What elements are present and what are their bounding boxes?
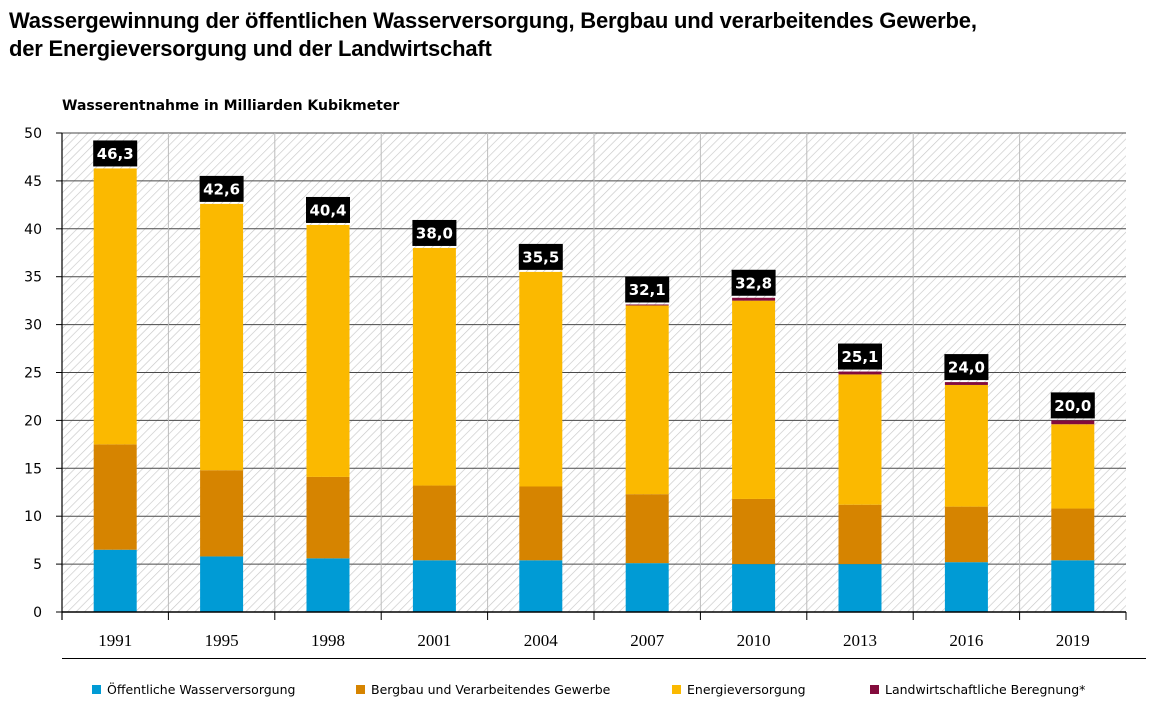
bar-segment-oeffentlich-1998: [306, 558, 350, 612]
total-label-1998: 40,4: [309, 201, 346, 219]
y-tick-label: 30: [24, 318, 42, 334]
legend-swatch-landwirtschaft: [870, 685, 879, 694]
total-label-2007: 32,1: [629, 281, 666, 299]
y-tick-label: 10: [24, 509, 42, 525]
bar-segment-energie-2004: [519, 271, 563, 487]
legend-label-energie: Energieversorgung: [687, 682, 806, 697]
x-tick-label-2013: 2013: [843, 631, 877, 650]
total-label-box-1995: [199, 175, 244, 202]
x-tick-label-1991: 1991: [98, 631, 132, 650]
x-tick-label-2010: 2010: [737, 631, 771, 650]
total-label-2016: 24,0: [948, 359, 985, 377]
bar-segment-oeffentlich-2001: [412, 560, 456, 612]
bar-segment-landwirtschaft-2019: [1051, 420, 1095, 425]
legend-item-oeffentlich: Öffentliche Wasserversorgung: [92, 682, 295, 697]
bar-segment-bergbau-2007: [625, 494, 669, 564]
legend: Öffentliche Wasserversorgung Bergbau und…: [0, 682, 1151, 698]
bar-segment-bergbau-2004: [519, 486, 563, 561]
bar-segment-energie-2019: [1051, 424, 1095, 509]
legend-label-landwirtschaft: Landwirtschaftliche Beregnung*: [885, 682, 1086, 697]
total-label-box-1998: [306, 196, 350, 223]
legend-label-bergbau: Bergbau und Verarbeitendes Gewerbe: [371, 682, 611, 697]
bar-segment-bergbau-1991: [93, 444, 137, 550]
bar-segment-oeffentlich-2007: [625, 563, 669, 612]
bar-segment-energie-1991: [93, 168, 137, 445]
bar-segment-bergbau-2019: [1051, 508, 1095, 561]
y-tick-label: 5: [33, 557, 42, 573]
y-tick-label: 15: [24, 461, 42, 477]
legend-swatch-energie: [672, 685, 681, 694]
legend-item-energie: Energieversorgung: [672, 682, 806, 697]
y-tick-label: 50: [24, 126, 42, 142]
y-tick-label: 35: [24, 270, 42, 286]
bar-segment-landwirtschaft-2013: [838, 371, 882, 375]
legend-swatch-bergbau: [356, 685, 365, 694]
total-label-box-2016: [944, 354, 989, 381]
bar-segment-oeffentlich-2004: [519, 560, 563, 612]
y-axis-label: Wasserentnahme in Milliarden Kubikmeter: [62, 98, 400, 114]
x-tick-label-2007: 2007: [630, 631, 665, 650]
legend-separator: [62, 658, 1146, 659]
bar-segment-energie-2013: [838, 374, 882, 505]
bar-segment-bergbau-2010: [732, 498, 776, 565]
legend-label-oeffentlich: Öffentliche Wasserversorgung: [107, 682, 296, 697]
bar-segment-landwirtschaft-2010: [732, 297, 776, 301]
x-tick-label-1995: 1995: [205, 631, 239, 650]
bar-segment-oeffentlich-1995: [200, 556, 244, 612]
x-tick-label-2001: 2001: [417, 631, 451, 650]
bar-segment-landwirtschaft-2007: [625, 304, 669, 306]
y-tick-label: 25: [24, 366, 42, 382]
total-label-box-1991: [93, 140, 138, 167]
bar-segment-bergbau-2001: [412, 485, 456, 561]
bar-segment-oeffentlich-2010: [732, 564, 776, 612]
bar-segment-bergbau-2013: [838, 504, 882, 565]
bar-segment-oeffentlich-2019: [1051, 560, 1095, 612]
x-tick-label-2004: 2004: [524, 631, 559, 650]
chart-title-line-2: der Energieversorgung und der Landwirtsc…: [9, 36, 492, 61]
legend-item-bergbau: Bergbau und Verarbeitendes Gewerbe: [356, 682, 610, 697]
bar-segment-energie-2001: [412, 247, 456, 486]
bar-segment-energie-2007: [625, 305, 669, 495]
bar-segment-oeffentlich-2013: [838, 564, 882, 612]
total-label-box-2001: [412, 219, 457, 246]
total-label-2001: 38,0: [416, 224, 453, 242]
chart-title: Wassergewinnung der öffentlichen Wasserv…: [9, 7, 1139, 63]
total-label-1995: 42,6: [203, 180, 240, 198]
y-tick-label: 45: [24, 174, 42, 190]
total-label-box-2007: [625, 276, 670, 303]
y-tick-label: 40: [24, 222, 42, 238]
bar-segment-energie-1995: [200, 203, 244, 471]
total-label-1991: 46,3: [97, 145, 134, 163]
bar-segment-oeffentlich-2016: [944, 562, 988, 612]
total-label-2013: 25,1: [841, 348, 878, 366]
legend-item-landwirtschaft: Landwirtschaftliche Beregnung*: [870, 682, 1085, 697]
bar-segment-bergbau-2016: [944, 506, 988, 563]
x-tick-label-2019: 2019: [1056, 631, 1090, 650]
y-tick-label: 0: [33, 605, 42, 621]
total-label-box-2013: [838, 343, 882, 370]
bar-segment-energie-1998: [306, 224, 350, 477]
total-label-box-2010: [731, 269, 776, 296]
total-label-box-2004: [518, 243, 563, 270]
chart-title-line-1: Wassergewinnung der öffentlichen Wasserv…: [9, 8, 977, 33]
x-tick-label-2016: 2016: [949, 631, 983, 650]
total-label-2010: 32,8: [735, 274, 772, 292]
bar-segment-energie-2016: [944, 384, 988, 507]
bar-segment-oeffentlich-1991: [93, 549, 137, 612]
y-tick-label: 20: [24, 413, 42, 429]
x-tick-label-1998: 1998: [311, 631, 345, 650]
bar-segment-landwirtschaft-2016: [944, 382, 988, 385]
total-label-box-2019: [1050, 392, 1095, 419]
legend-swatch-oeffentlich: [92, 685, 101, 694]
total-label-2019: 20,0: [1054, 397, 1091, 415]
bar-segment-bergbau-1998: [306, 476, 350, 559]
bar-segment-bergbau-1995: [200, 470, 244, 557]
total-label-2004: 35,5: [522, 248, 559, 266]
bar-segment-energie-2010: [732, 300, 776, 499]
